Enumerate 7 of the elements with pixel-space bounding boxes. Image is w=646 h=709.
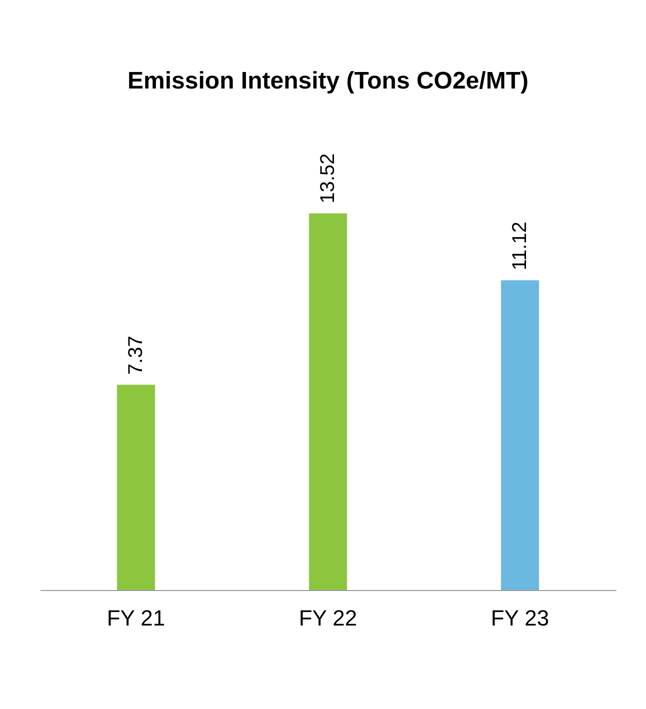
x-tick-label: FY 23 [490, 606, 550, 630]
chart-title: Emission Intensity (Tons CO2e/MT) [128, 67, 528, 94]
x-tick-label: FY 21 [106, 606, 166, 630]
data-label: 7.37 [125, 336, 147, 375]
x-tick-label: FY 22 [298, 606, 358, 630]
data-label: 11.12 [509, 222, 531, 270]
data-label: 13.52 [317, 153, 339, 204]
